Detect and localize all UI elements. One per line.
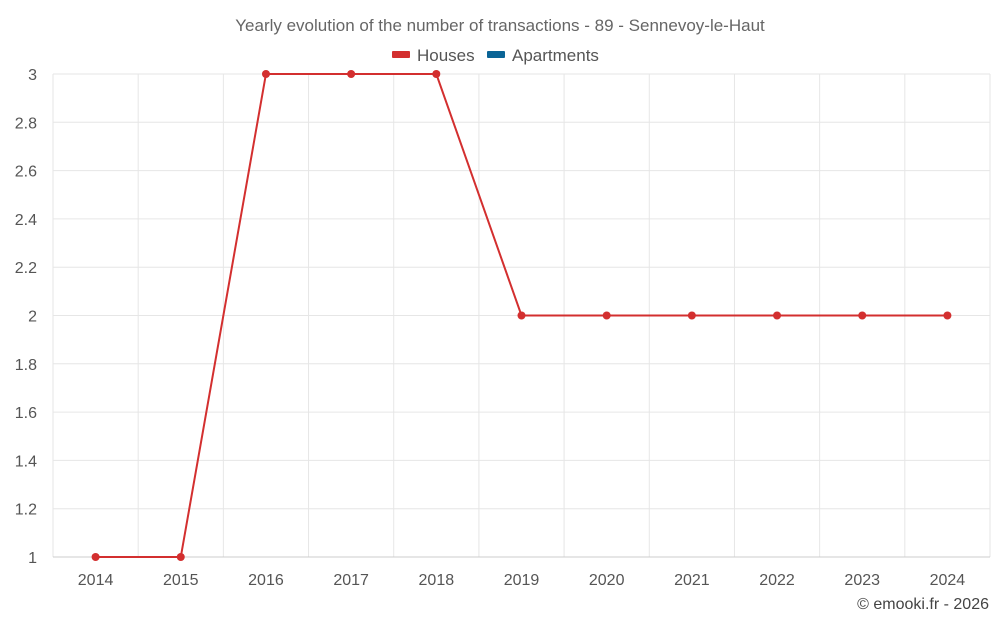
credit-text: © emooki.fr - 2026 bbox=[857, 596, 989, 613]
data-point-houses[interactable] bbox=[432, 70, 441, 78]
data-point-houses[interactable] bbox=[517, 311, 526, 320]
y-tick-label: 1.6 bbox=[15, 405, 37, 422]
y-tick-label: 2.4 bbox=[15, 212, 37, 229]
legend-swatch-houses bbox=[392, 51, 410, 58]
y-tick-label: 3 bbox=[28, 67, 37, 84]
x-tick-label: 2014 bbox=[78, 572, 114, 589]
data-point-houses[interactable] bbox=[943, 311, 952, 320]
x-axis-ticks: 2014 2015 2016 2017 2018 2019 2020 2021 2022 2023… bbox=[78, 572, 966, 589]
legend-item-apartments[interactable]: Apartments bbox=[487, 46, 599, 65]
x-tick-label: 2022 bbox=[759, 572, 795, 589]
legend-label-houses: Houses bbox=[417, 46, 475, 65]
legend-item-houses[interactable]: Houses bbox=[392, 46, 475, 65]
chart-title: Yearly evolution of the number of transa… bbox=[235, 16, 765, 35]
legend: Houses Apartments bbox=[392, 46, 599, 65]
data-point-houses[interactable] bbox=[687, 311, 696, 320]
legend-swatch-apartments bbox=[487, 51, 505, 58]
x-tick-label: 2023 bbox=[844, 572, 880, 589]
x-tick-label: 2024 bbox=[930, 572, 966, 589]
data-point-houses[interactable] bbox=[347, 70, 356, 78]
x-tick-label: 2021 bbox=[674, 572, 710, 589]
data-point-houses[interactable] bbox=[91, 553, 100, 561]
legend-label-apartments: Apartments bbox=[512, 46, 599, 65]
x-tick-label: 2020 bbox=[589, 572, 625, 589]
y-tick-label: 1.8 bbox=[15, 357, 37, 374]
y-axis-ticks: 1 1.2 1.4 1.6 1.8 2 2.2 2.4 2.6 2.8 3 bbox=[15, 67, 37, 567]
data-point-houses[interactable] bbox=[602, 311, 611, 320]
x-tick-label: 2017 bbox=[333, 572, 369, 589]
y-tick-label: 2.2 bbox=[15, 260, 37, 277]
series-houses bbox=[91, 70, 952, 561]
x-tick-label: 2018 bbox=[419, 572, 455, 589]
data-point-houses[interactable] bbox=[176, 553, 185, 561]
x-tick-label: 2019 bbox=[504, 572, 540, 589]
y-tick-label: 2.8 bbox=[15, 115, 37, 132]
data-point-houses[interactable] bbox=[261, 70, 270, 78]
x-tick-label: 2016 bbox=[248, 572, 284, 589]
y-tick-label: 2 bbox=[28, 309, 37, 326]
data-point-houses[interactable] bbox=[858, 311, 867, 320]
y-tick-label: 1.4 bbox=[15, 453, 37, 470]
y-tick-label: 1 bbox=[28, 550, 37, 567]
x-tick-label: 2015 bbox=[163, 572, 199, 589]
y-tick-label: 2.6 bbox=[15, 164, 37, 181]
y-tick-label: 1.2 bbox=[15, 502, 37, 519]
data-point-houses[interactable] bbox=[773, 311, 782, 320]
